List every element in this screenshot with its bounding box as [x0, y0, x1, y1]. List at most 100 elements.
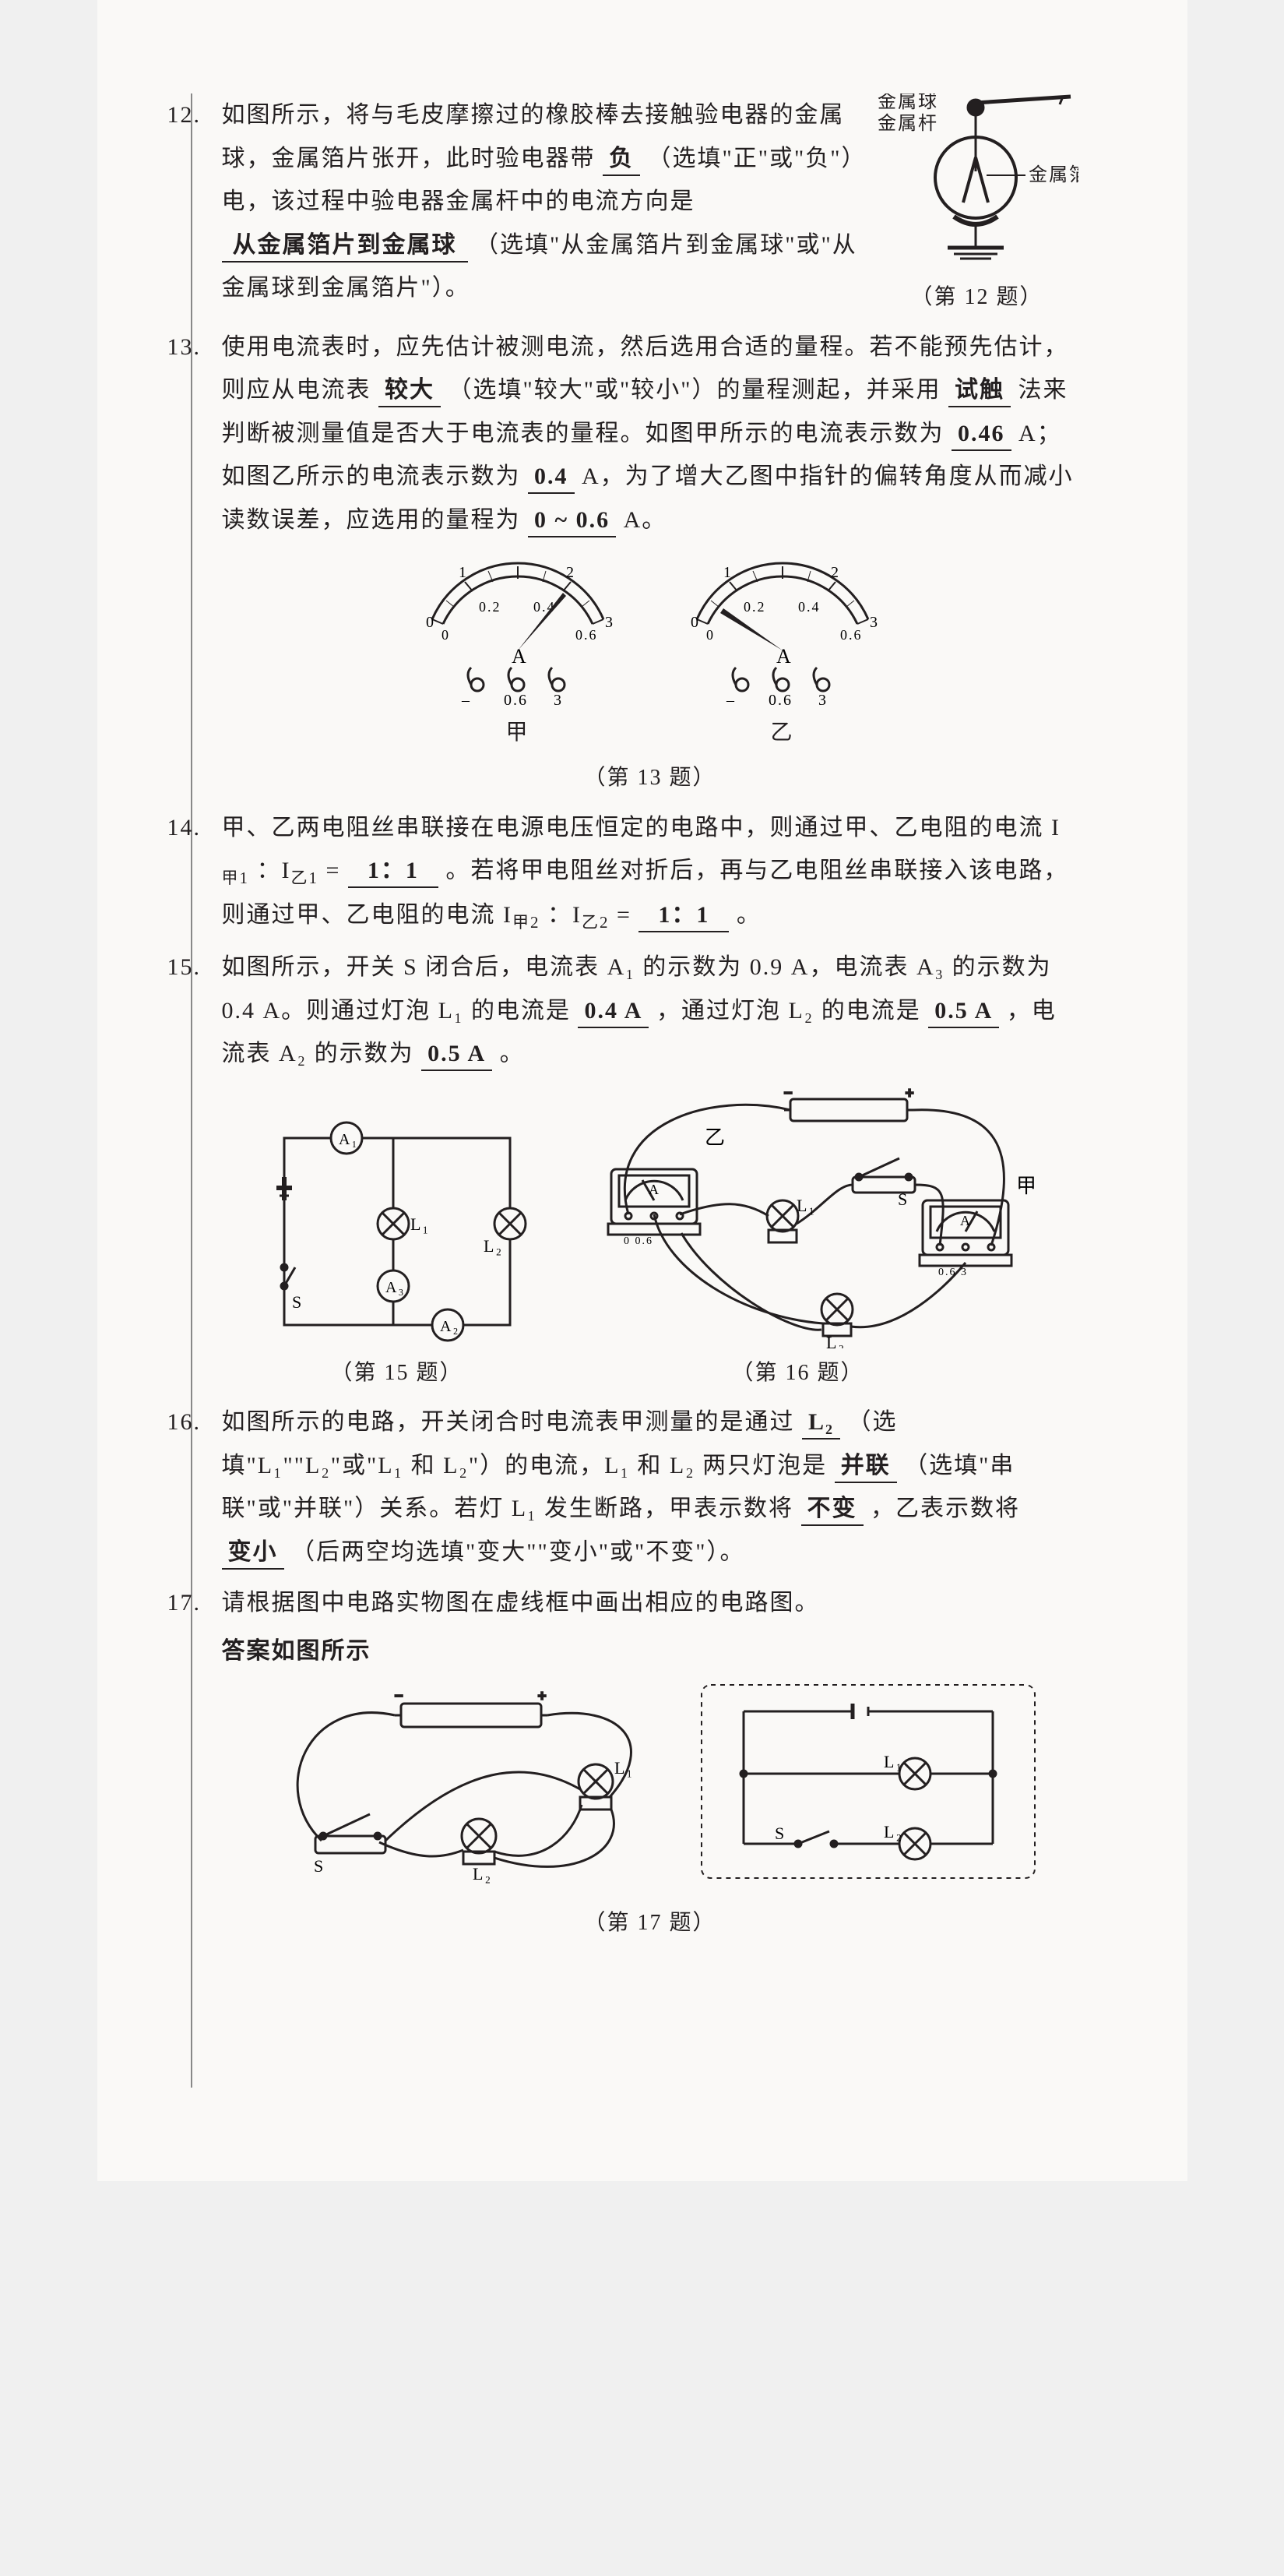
- q15-text-b: ，通过灯泡 L₂ 的电流是: [656, 998, 921, 1024]
- svg-text:0.6: 0.6: [769, 692, 793, 709]
- q17-text-a: 请根据图中电路实物图在虚线框中画出相应的电路图。: [222, 1590, 820, 1616]
- q16-caption: （第 16 题）: [557, 1353, 1040, 1394]
- q14-text-b: ：I: [257, 858, 291, 883]
- q12-blank-2: 从金属箔片到金属球: [222, 231, 468, 263]
- svg-text:甲: 甲: [1016, 1175, 1038, 1197]
- q17-schematic-circuit: L₁ L₂ S: [697, 1680, 1040, 1883]
- question-12: 12.: [222, 93, 1078, 318]
- svg-text:1: 1: [459, 564, 468, 581]
- svg-text:S: S: [314, 1856, 325, 1876]
- svg-text:L₁: L₁: [614, 1758, 634, 1778]
- q13-blank-2: 试触: [948, 376, 1011, 407]
- q16-blank-2: 并联: [835, 1452, 897, 1483]
- worksheet-page: 12.: [97, 0, 1187, 2181]
- q16-blank-1: L₂: [802, 1408, 840, 1440]
- q17-figures: −+: [222, 1680, 1078, 1898]
- q13-blank-1: 较大: [378, 376, 441, 407]
- svg-text:L₂: L₂: [826, 1333, 846, 1348]
- electroscope-svg: 金属球 金属杆 金属箔片: [876, 93, 1078, 273]
- svg-text:0.4: 0.4: [798, 599, 821, 615]
- question-16: 16. 如图所示的电路，开关闭合时电流表甲测量的是通过 L₂ （选填"L₁""L…: [222, 1401, 1078, 1573]
- q12-figure: 金属球 金属杆 金属箔片 （第 12 题）: [876, 93, 1078, 318]
- q13-number: 13.: [167, 326, 202, 369]
- svg-text:0.2: 0.2: [479, 599, 501, 615]
- svg-text:+: +: [538, 1688, 547, 1704]
- svg-text:2: 2: [831, 564, 840, 581]
- svg-text:S: S: [775, 1824, 786, 1843]
- svg-text:0.6: 0.6: [575, 627, 598, 643]
- q16-text-d: ，乙表示数将: [871, 1496, 1020, 1521]
- svg-text:0 0.6: 0 0.6: [624, 1235, 653, 1247]
- question-14: 14. 甲、乙两电阻丝串联接在电源电压恒定的电路中，则通过甲、乙电阻的电流 I甲…: [222, 806, 1078, 938]
- q14-number: 14.: [167, 806, 202, 850]
- q13-blank-5: 0 ~ 0.6: [528, 506, 616, 537]
- q15-number: 15.: [167, 946, 202, 989]
- svg-text:1: 1: [723, 564, 733, 581]
- svg-text:3: 3: [554, 692, 563, 709]
- svg-text:乙: 乙: [705, 1126, 726, 1149]
- svg-text:A₃: A₃: [385, 1279, 405, 1296]
- svg-text:L₁: L₁: [410, 1214, 430, 1234]
- q17-physical-circuit: −+: [261, 1680, 666, 1898]
- svg-text:A: A: [649, 1182, 660, 1197]
- svg-text:S: S: [898, 1189, 909, 1209]
- q14-text-c: =: [326, 858, 348, 883]
- svg-text:3: 3: [605, 614, 614, 631]
- q13-text-f: A。: [624, 507, 667, 533]
- q16-number: 16.: [167, 1401, 202, 1444]
- q14-blank-1: 1：1: [348, 857, 438, 888]
- question-15: 15. 如图所示，开关 S 闭合后，电流表 A₁ 的示数为 0.9 A，电流表 …: [222, 946, 1078, 1393]
- q15-q16-figures: A₁ A₃ A₂ L₁ L₂ S （第 15 题） −+: [222, 1084, 1078, 1394]
- svg-text:+: +: [906, 1085, 915, 1101]
- q15-blank-1: 0.4 A: [578, 997, 649, 1028]
- q16-text-e: （后两空均选填"变大""变小"或"不变"）。: [291, 1539, 744, 1565]
- svg-text:0: 0: [691, 614, 700, 631]
- svg-text:A: A: [776, 645, 793, 668]
- svg-text:金属球: 金属球: [878, 93, 938, 112]
- svg-text:3: 3: [870, 614, 879, 631]
- q13-label-jia: 甲: [409, 713, 627, 753]
- svg-text:L₁: L₁: [884, 1752, 903, 1771]
- q13-text-b: （选填"较大"或"较小"）的量程测起，并采用: [449, 377, 941, 403]
- q14-text-g: 。: [737, 902, 762, 928]
- q12-number: 12.: [167, 93, 202, 137]
- q13-meter-jia: 0 1 2 3 0 0.2 0.4 0.6 A – 0.: [409, 549, 627, 753]
- svg-text:0.6: 0.6: [504, 692, 528, 709]
- question-17: 17. 请根据图中电路实物图在虚线框中画出相应的电路图。 答案如图所示 −+: [222, 1581, 1078, 1943]
- q14-text-e: ：I: [547, 902, 582, 928]
- q15-blank-3: 0.5 A: [421, 1040, 492, 1071]
- svg-text:0: 0: [706, 627, 715, 643]
- svg-text:−: −: [395, 1688, 404, 1704]
- svg-text:金属杆: 金属杆: [878, 113, 938, 134]
- svg-text:3: 3: [818, 692, 828, 709]
- svg-text:0.2: 0.2: [744, 599, 766, 615]
- q16-blank-3: 不变: [801, 1495, 864, 1526]
- q12-caption: （第 12 题）: [876, 277, 1078, 318]
- q16-text-a: 如图所示的电路，开关闭合时电流表甲测量的是通过: [222, 1409, 795, 1435]
- svg-text:L₂: L₂: [884, 1822, 903, 1841]
- q17-answer-label: 答案如图所示: [222, 1630, 1078, 1673]
- q13-label-yi: 乙: [674, 713, 892, 753]
- q14-text-f: =: [617, 902, 638, 928]
- q17-number: 17.: [167, 1581, 202, 1625]
- q15-circuit: A₁ A₃ A₂ L₁ L₂ S （第 15 题）: [261, 1115, 533, 1394]
- svg-text:L₂: L₂: [473, 1864, 492, 1884]
- svg-text:L₂: L₂: [484, 1236, 503, 1256]
- svg-text:S: S: [292, 1292, 303, 1312]
- q17-caption: （第 17 题）: [222, 1903, 1078, 1943]
- svg-text:0.6: 0.6: [840, 627, 863, 643]
- q13-blank-3: 0.46: [952, 420, 1011, 451]
- q14-text-a: 甲、乙两电阻丝串联接在电源电压恒定的电路中，则通过甲、乙电阻的电流 I: [222, 815, 1061, 840]
- svg-text:A₁: A₁: [339, 1131, 358, 1148]
- svg-text:0.6 3: 0.6 3: [938, 1267, 968, 1278]
- q12-blank-1: 负: [603, 145, 640, 176]
- svg-text:A₂: A₂: [440, 1318, 459, 1335]
- svg-text:–: –: [726, 692, 736, 709]
- svg-text:A: A: [960, 1213, 972, 1228]
- q13-blank-4: 0.4: [528, 463, 575, 494]
- svg-text:L₁: L₁: [797, 1196, 816, 1215]
- svg-text:0: 0: [441, 627, 450, 643]
- q13-meter-yi: 0 1 2 3 0 0.2 0.4 0.6 A – 0.: [674, 549, 892, 753]
- svg-text:金属箔片: 金属箔片: [1029, 164, 1078, 185]
- q15-text-d: 。: [500, 1041, 525, 1066]
